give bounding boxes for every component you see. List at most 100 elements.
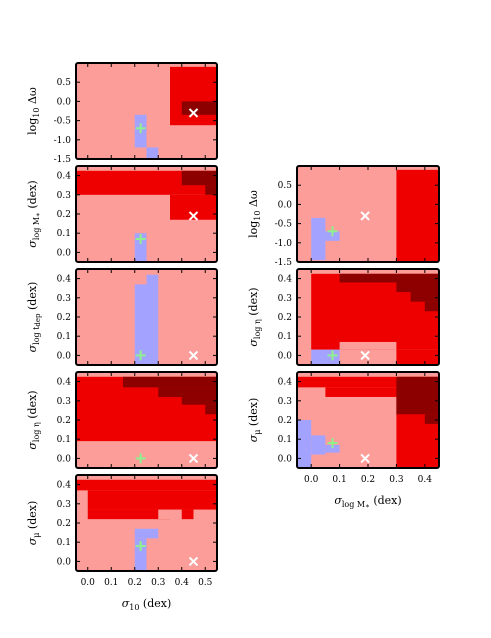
heatmap-cell-mid [181,509,194,520]
xtick-label: 0.3 [151,578,166,588]
xtick-label: 0.1 [332,475,346,485]
ytick-label: 0.4 [57,275,72,285]
ytick-label: 0.5 [57,78,72,88]
xtick-label: 0.2 [128,578,142,588]
ylabel: σμ (dex) [247,398,262,443]
xtick-label: 0.2 [361,475,375,485]
heatmap-cell-mid [170,66,217,126]
heatmap-cell-blue [134,233,147,262]
ytick-label: 0.0 [278,454,293,464]
heatmap-cell-dark [396,282,439,293]
cross-marker-b [188,350,199,361]
ytick-label: 0.3 [278,294,293,304]
plus-marker [135,233,146,244]
ylabel: σμ (dex) [26,501,41,546]
heatmap-cell-blue [311,349,340,365]
heatmap-cell-dark [181,101,217,115]
cross-marker [360,453,370,464]
cross-marker [188,108,199,118]
heatmap-cell-mid [297,376,439,388]
ytick-label: 0.0 [57,248,72,258]
ytick-label: 0.4 [278,275,293,285]
ytick-label: 0.4 [57,172,72,182]
plus-marker [135,453,146,464]
heatmap-cell-dark [205,185,217,195]
heatmap-cell-dark [339,273,439,283]
ylabel: log10 Δω [247,190,262,238]
plus-marker [327,226,338,237]
ytick-label: 0.0 [278,200,293,210]
ytick-label: 0.1 [57,229,71,239]
cross-marker-b [360,350,370,361]
heatmap-cell-mid [87,490,217,510]
heatmap-cell-mid [396,349,439,365]
cross-marker-b [188,211,199,221]
xlabel: σlog M∗ (dex) [334,494,401,510]
plus-marker [135,350,146,361]
xtick-label: 0.3 [389,475,404,485]
cross-marker-b [360,211,370,221]
panel-left-4: 0.4 0.3 0.2 0.1 0.0 σlog η (dex) [26,371,218,469]
ytick-label: 0.0 [57,454,72,464]
ytick-label: 0.4 [278,378,293,388]
ytick-label: 0.3 [57,397,72,407]
heatmap-cell-dark [181,170,217,186]
cross-marker-b [188,556,199,567]
ylabel: σlog M∗ (dex) [26,180,42,247]
plus-marker [327,438,338,449]
heatmap-cell-mid [76,479,217,491]
heatmap-cell-blue [146,147,159,159]
plus-marker [135,123,146,134]
heatmap-cell-mid [325,387,439,397]
heatmap-cell-dark [410,292,439,302]
plus-marker [327,350,338,361]
heatmap-cell-mid [396,169,439,262]
ytick-label: 0.3 [57,191,72,201]
ytick-label: -1.5 [275,258,293,268]
panel-left-3: 0.4 0.3 0.2 0.1 0.0 σlog tdep (dex) [26,268,218,366]
xtick-label: 0.4 [175,578,190,588]
cross-marker [188,211,199,221]
ytick-label: 0.3 [57,500,72,510]
heatmap-cell-dark [181,396,217,405]
cross-marker [360,350,370,361]
heatmap-cell-dark [396,376,439,415]
ylabel: σlog tdep (dex) [26,282,42,353]
heatmap-cell-blue [146,274,159,365]
panel-left-5: 0.4 0.3 0.2 0.1 0.0 0.0 0.1 0.2 0.3 0.4 0.5 σμ (dex… [26,474,218,612]
cross-marker [188,556,199,567]
heatmap-cell-mid [87,509,170,520]
cross-marker-b [188,108,199,118]
ylabel: σlog η (dex) [26,390,41,449]
xtick-label: 0.0 [304,475,319,485]
heatmap-cell-blue [134,528,159,539]
heatmap-cell-blue [297,420,312,468]
ytick-label: -1.0 [275,239,293,249]
ytick-label: 0.2 [278,313,292,323]
xlabel: σ10 (dex) [122,597,172,612]
cross-marker [360,211,370,221]
heatmap-cell-blue [134,284,147,365]
ytick-label: 0.2 [278,416,292,426]
ytick-label: 0.1 [57,332,71,342]
xtick-label: 0.0 [81,578,96,588]
ytick-label: 0.1 [57,538,71,548]
ytick-label: 0.0 [57,97,72,107]
xtick-label: 0.5 [198,578,213,588]
ytick-label: 0.2 [57,313,71,323]
heatmap-cell-dark [123,376,217,388]
heatmap-cell-blue [311,435,326,455]
ytick-label: 0.1 [278,332,292,342]
ytick-label: 0.1 [57,435,71,445]
plus-marker [135,541,146,552]
panel-left-1: 0.5 0.0 -0.5 -1.0 -1.5 log10 Δω [26,62,218,165]
ytick-label: 0.3 [57,294,72,304]
ytick-label: 0.5 [278,181,293,191]
ytick-label: 0.3 [278,397,293,407]
ytick-label: 0.0 [57,557,72,567]
ytick-label: -1.5 [54,155,72,165]
panel-frame [75,62,218,160]
panel-right-3: 0.4 0.3 0.2 0.1 0.0 0.0 0.1 0.2 0.3 0.4 σμ (dex) σl… [247,371,440,510]
ytick-label: 0.2 [57,210,71,220]
